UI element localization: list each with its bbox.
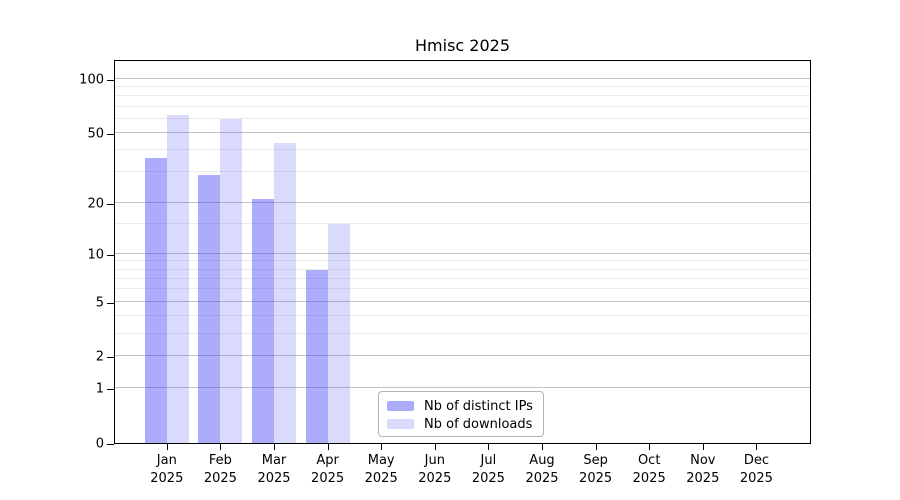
bar-downloads-jan [166, 114, 189, 443]
gridline-major-10 [115, 252, 810, 254]
y-tick-label-0: 0 [95, 436, 104, 452]
y-tick-0 [107, 444, 114, 445]
gridline-major-20 [115, 201, 810, 203]
legend-label-distinct-ips: Nb of distinct IPs [424, 398, 533, 414]
x-tick-aug [542, 444, 543, 450]
y-tick-label-10: 10 [87, 247, 104, 263]
gridline-minor-70 [115, 105, 810, 107]
x-tick-label-jul: Jul 2025 [471, 453, 505, 486]
x-tick-label-feb: Feb 2025 [203, 453, 237, 486]
y-tick-2 [107, 357, 114, 359]
y-tick-5 [107, 302, 114, 304]
y-tick-label-50: 50 [87, 126, 104, 142]
x-tick-label-jun: Jun 2025 [418, 453, 452, 486]
legend-label-downloads: Nb of downloads [424, 416, 533, 432]
x-tick-label-aug: Aug 2025 [525, 453, 559, 486]
x-tick-jul [488, 444, 490, 450]
bar-distinct-ips-mar [252, 199, 274, 443]
x-tick-label-dec: Dec 2025 [739, 453, 773, 486]
gridline-minor-15 [115, 223, 810, 225]
x-tick-sep [595, 444, 597, 450]
y-tick-1 [107, 389, 114, 391]
x-tick-label-nov: Nov 2025 [686, 453, 720, 486]
gridline-minor-40 [115, 148, 810, 150]
legend: Nb of distinct IPs Nb of downloads [378, 391, 544, 437]
y-tick-10 [107, 254, 114, 256]
x-tick-dec [756, 444, 758, 450]
legend-item-distinct-ips: Nb of distinct IPs [379, 397, 543, 415]
x-tick-label-mar: Mar 2025 [257, 453, 291, 486]
gridline-minor-3 [115, 332, 810, 334]
gridline-major-100 [115, 77, 810, 79]
chart-title: Hmisc 2025 [415, 36, 510, 55]
x-tick-label-apr: Apr 2025 [311, 453, 345, 486]
gridline-minor-90 [115, 85, 810, 87]
gridline-major-1 [115, 387, 810, 389]
y-tick-50 [107, 133, 114, 135]
y-tick-100 [107, 79, 114, 81]
legend-swatch-downloads-icon [387, 419, 414, 429]
gridline-major-2 [115, 355, 810, 357]
x-tick-jun [434, 444, 436, 450]
gridline-minor-4 [115, 315, 810, 316]
y-tick-label-1: 1 [95, 381, 104, 397]
x-tick-label-sep: Sep 2025 [579, 453, 613, 486]
legend-swatch-distinct-ips-icon [387, 401, 414, 411]
bar-downloads-mar [274, 142, 296, 443]
bar-downloads-apr [327, 224, 350, 443]
gridline-minor-30 [115, 170, 810, 172]
gridline-minor-7 [115, 277, 810, 279]
gridline-minor-80 [115, 95, 810, 97]
gridline-minor-60 [115, 117, 810, 119]
x-tick-feb [220, 444, 222, 450]
x-tick-oct [649, 444, 651, 450]
y-tick-label-2: 2 [95, 349, 104, 365]
bar-distinct-ips-jan [144, 158, 167, 443]
y-tick-label-5: 5 [95, 295, 104, 311]
gridline-minor-8 [115, 268, 810, 270]
gridline-minor-9 [115, 260, 810, 262]
y-tick-label-100: 100 [79, 72, 104, 88]
bar-distinct-ips-feb [198, 174, 221, 443]
bar-distinct-ips-apr [305, 269, 328, 443]
plot-area: Nb of distinct IPs Nb of downloads [114, 60, 811, 444]
x-tick-nov [702, 444, 704, 450]
x-tick-label-oct: Oct 2025 [632, 453, 666, 486]
bars-layer [115, 61, 810, 443]
x-tick-apr [327, 444, 329, 450]
x-tick-label-may: May 2025 [364, 453, 398, 486]
x-tick-label-jan: Jan 2025 [150, 453, 184, 486]
x-tick-may [381, 444, 383, 450]
gridline-minor-6 [115, 288, 810, 290]
grid-layer [115, 61, 810, 443]
bar-downloads-feb [220, 118, 243, 443]
y-tick-20 [107, 203, 114, 205]
x-tick-jan [166, 444, 168, 450]
legend-item-downloads: Nb of downloads [379, 415, 543, 433]
x-tick-mar [274, 444, 275, 450]
y-tick-label-20: 20 [87, 196, 104, 212]
gridline-major-50 [115, 131, 810, 133]
gridline-major-5 [115, 300, 810, 302]
